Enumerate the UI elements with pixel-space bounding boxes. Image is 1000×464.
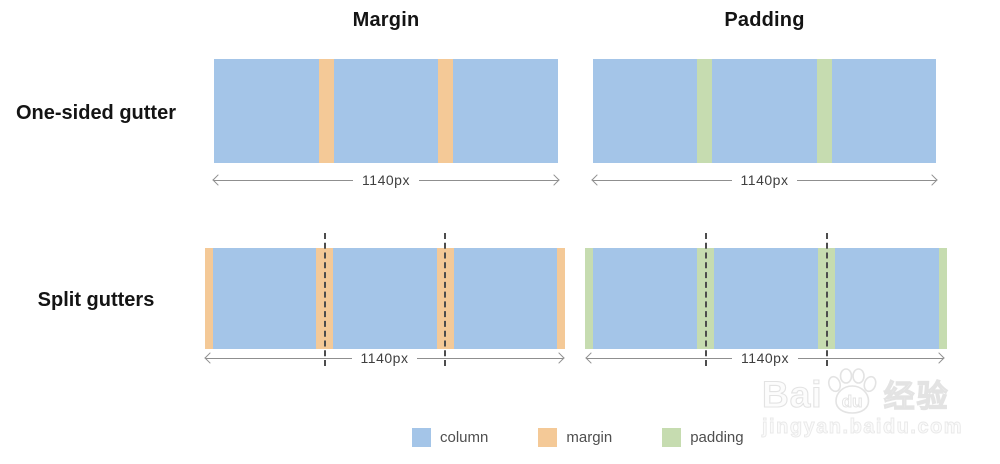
- column-block: [835, 248, 939, 349]
- column-block: [714, 248, 818, 349]
- paw-icon: du: [827, 368, 877, 414]
- margin-gutter: [438, 59, 454, 163]
- column-block: [593, 59, 698, 163]
- diagram-one-sided-padding: [593, 59, 936, 163]
- column-block: [213, 248, 317, 349]
- arrow-left-icon: [214, 179, 354, 181]
- row-label-split-gutters: Split gutters: [37, 289, 155, 311]
- padding-gutter: [697, 59, 713, 163]
- half-margin-gutter: [205, 248, 213, 349]
- padding-gutter: [816, 59, 832, 163]
- baidu-jingyan-watermark: Bai du 经验 jingyan.baidu.com: [761, 368, 964, 439]
- watermark-brand-suffix: 经验: [883, 379, 950, 414]
- column-header-padding: Padding: [724, 9, 805, 31]
- column-block: [333, 59, 439, 163]
- column-swatch-icon: [412, 428, 431, 447]
- arrow-right-icon: [797, 179, 936, 181]
- arrow-right-icon: [418, 179, 558, 181]
- half-margin-gutter: [556, 248, 565, 349]
- measure-label: 1140px: [362, 172, 410, 188]
- margin-swatch-icon: [538, 428, 558, 447]
- column-block: [831, 59, 936, 163]
- width-measure-split-padding: 1140px: [587, 350, 943, 366]
- column-block: [453, 59, 559, 163]
- watermark-brand-prefix: Bai: [761, 373, 823, 415]
- legend-item-column: column: [412, 428, 488, 447]
- split-dashed-line: [324, 233, 326, 366]
- column-block: [214, 59, 319, 163]
- arrow-right-icon: [797, 357, 943, 359]
- measure-label: 1140px: [740, 172, 789, 188]
- column-block: [333, 248, 437, 349]
- arrow-left-icon: [593, 179, 732, 181]
- diagram-split-padding: [585, 233, 947, 366]
- diagram-split-margin: [205, 233, 565, 366]
- column-block: [453, 248, 557, 349]
- half-padding-gutter: [585, 248, 593, 349]
- row-label-one-sided-gutter: One-sided gutter: [15, 102, 176, 124]
- legend-label: margin: [566, 429, 613, 446]
- arrow-left-icon: [206, 357, 352, 359]
- split-dashed-line: [826, 233, 828, 366]
- split-dashed-line: [444, 233, 446, 366]
- half-padding-gutter: [939, 248, 947, 349]
- width-measure-one-sided-padding: 1140px: [593, 172, 936, 188]
- column-header-margin: Margin: [352, 9, 420, 31]
- measure-label: 1140px: [741, 350, 789, 366]
- padding-swatch-icon: [662, 428, 682, 447]
- watermark-paw-text: du: [841, 392, 862, 411]
- split-dashed-line: [705, 233, 707, 366]
- legend-label: column: [440, 429, 489, 446]
- column-block: [712, 59, 817, 163]
- diagram-one-sided-margin: [214, 59, 559, 163]
- legend-label: padding: [690, 429, 744, 446]
- legend-item-margin: margin: [538, 428, 612, 447]
- arrow-left-icon: [587, 357, 733, 359]
- legend: column margin padding: [412, 428, 744, 447]
- watermark-logo: Bai du 经验: [761, 368, 963, 415]
- arrow-right-icon: [417, 357, 563, 359]
- watermark-url: jingyan.baidu.com: [762, 416, 964, 439]
- margin-gutter: [318, 59, 334, 163]
- width-measure-one-sided-margin: 1140px: [214, 172, 558, 188]
- column-block: [593, 248, 697, 349]
- width-measure-split-margin: 1140px: [206, 350, 563, 366]
- measure-label: 1140px: [360, 350, 409, 366]
- legend-item-padding: padding: [662, 428, 744, 447]
